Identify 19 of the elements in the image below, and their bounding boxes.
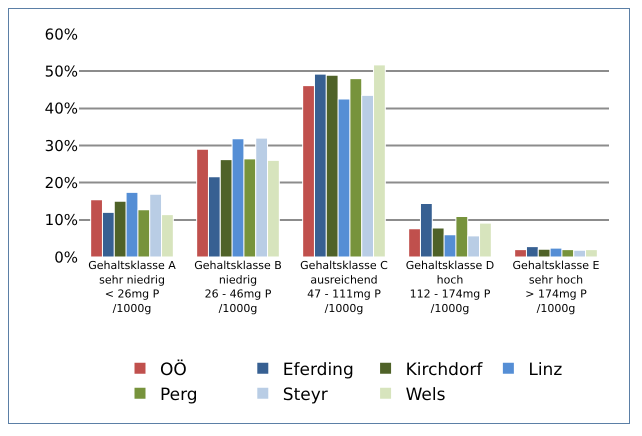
y-tick-label: 30% <box>44 136 78 155</box>
legend-label: Steyr <box>282 384 328 405</box>
y-tick-label: 20% <box>44 174 78 192</box>
legend-label: Eferding <box>282 360 354 380</box>
legend-label: Perg <box>160 384 198 405</box>
y-tick-label: 50% <box>44 62 78 80</box>
x-tick-label: Gehaltsklasse E sehr hoch > 174mg P /1000g <box>512 259 600 315</box>
y-tick-label: 10% <box>44 211 78 230</box>
legend-label: OÖ <box>160 358 187 380</box>
legend-label: Wels <box>406 384 446 405</box>
legend-label: Kirchdorf <box>406 360 484 380</box>
y-tick-label: 60% <box>44 25 78 44</box>
x-tick-label: Gehaltsklasse B niedrig 26 - 46mg P /1000g <box>194 259 282 315</box>
y-tick-label: 0% <box>54 248 78 266</box>
x-tick-label: Gehaltsklasse A sehr niedrig < 26mg P /1000g <box>88 259 176 315</box>
x-tick-label: Gehaltsklasse D hoch 112 - 174mg P /1000g <box>406 259 494 315</box>
y-tick-label: 40% <box>44 100 78 118</box>
x-tick-label: Gehaltsklasse C ausreichend 47 - 111mg P /1000g <box>300 259 388 315</box>
legend-label: Linz <box>528 360 562 380</box>
